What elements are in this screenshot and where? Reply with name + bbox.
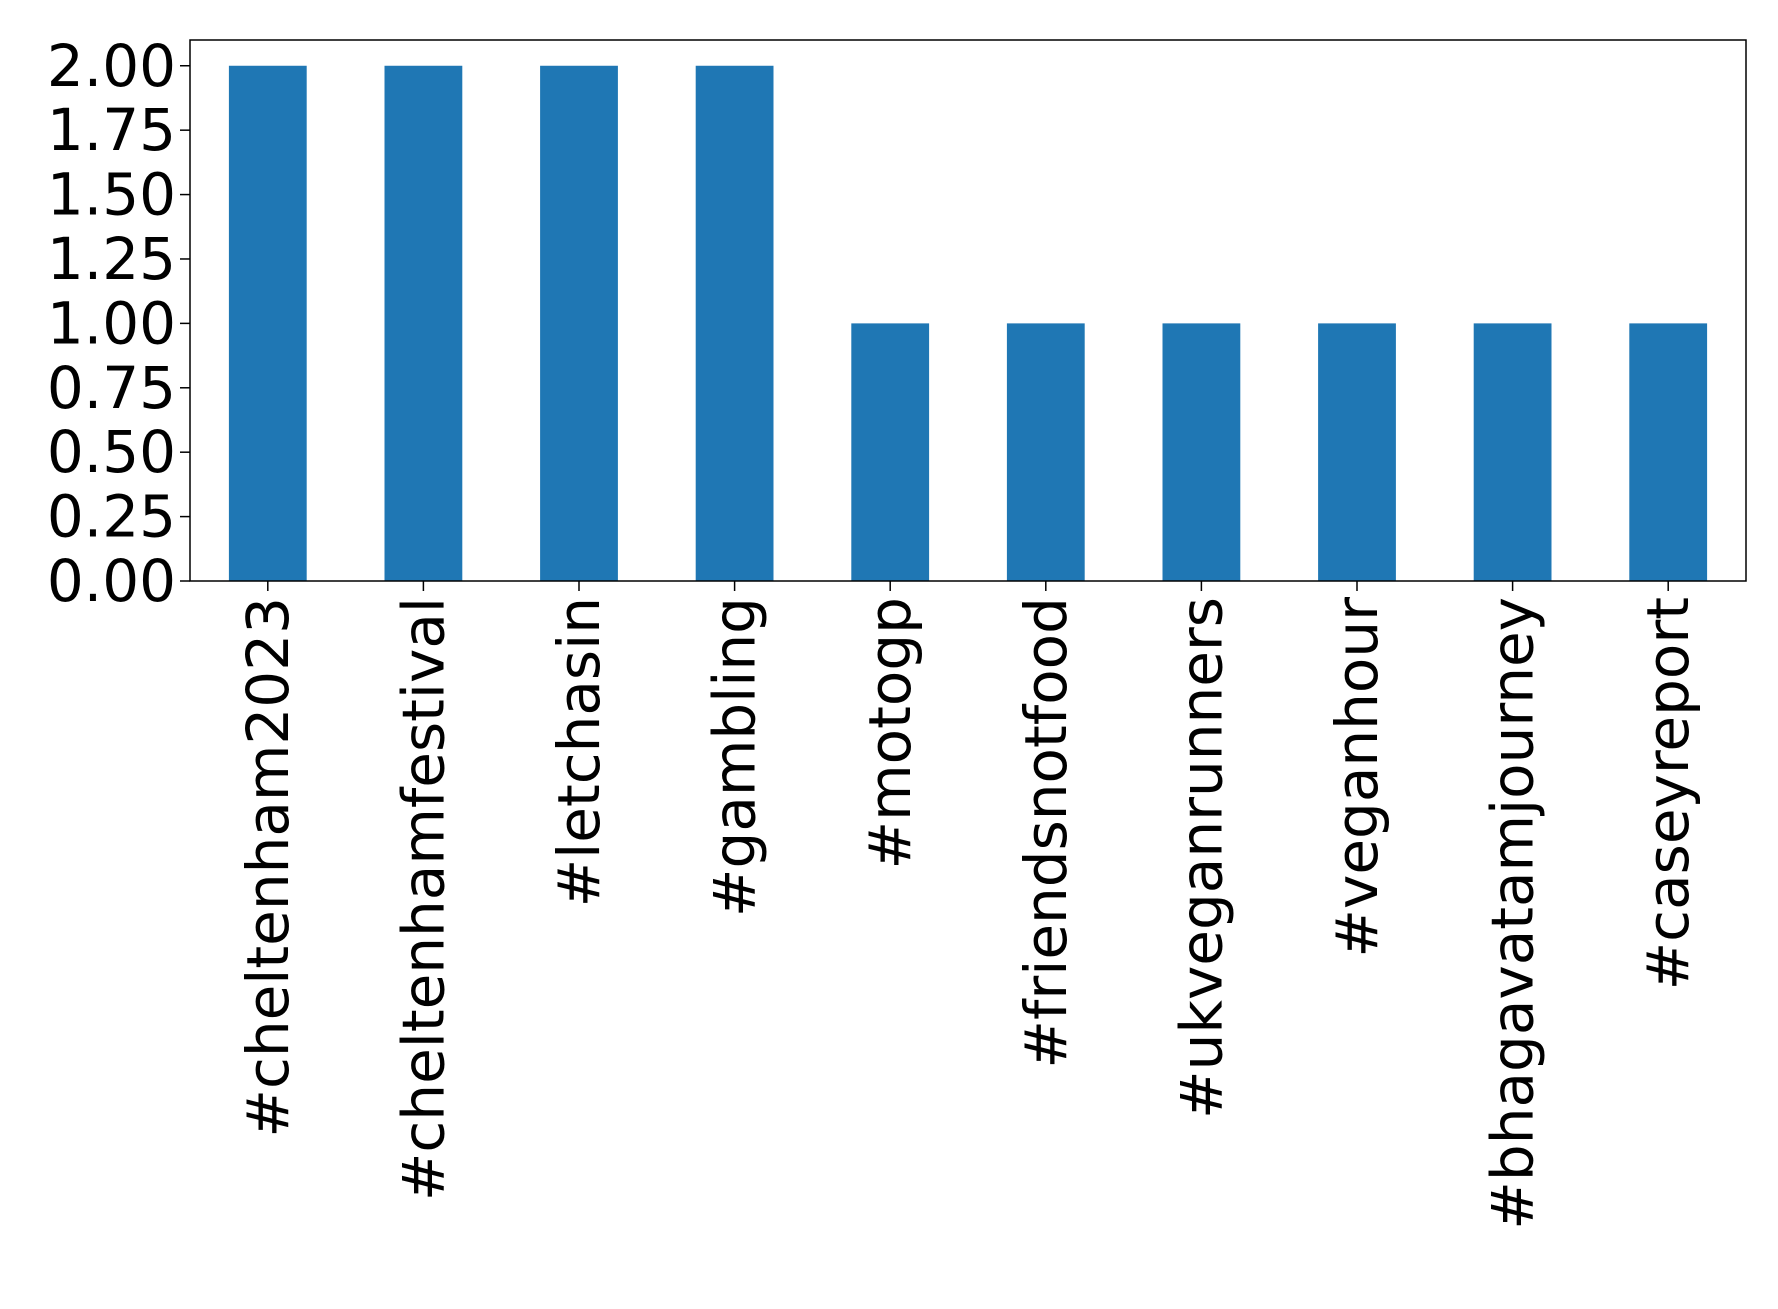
bar-letchasin: [540, 65, 618, 581]
x-axis: #cheltenham2023 #cheltenhamfestival #letch…: [234, 581, 1702, 1230]
y-tick-label: 1.50: [47, 161, 176, 229]
y-axis: 0.000.250.500.751.001.251.501.752.00: [47, 32, 190, 615]
bar-cheltenhamfestival: [384, 65, 463, 581]
x-tick-label: #motogp: [856, 597, 924, 869]
plot-frame: [189, 39, 1747, 582]
x-tick-label: #bhagavatamjourney: [1479, 597, 1547, 1230]
x-tick-label: #ukveganrunners: [1167, 597, 1235, 1119]
bar-friendsnotfood: [1006, 323, 1085, 581]
y-tick-label: 1.00: [47, 289, 176, 357]
bar-veganhour: [1318, 323, 1396, 581]
y-tick-label: 1.75: [47, 96, 176, 164]
x-tick-label: #caseyreport: [1634, 597, 1702, 990]
bar-ukveganrunners: [1162, 323, 1241, 581]
x-tick-label: #veganhour: [1323, 597, 1391, 958]
x-tick-label: #gambling: [701, 597, 769, 917]
y-tick-label: 0.50: [47, 418, 176, 486]
bar-bhagavatamjourney: [1473, 323, 1552, 581]
x-tick-label: #cheltenhamfestival: [389, 597, 457, 1201]
bar-cheltenham2023: [228, 65, 307, 581]
x-tick-label: #friendsnotfood: [1012, 597, 1080, 1069]
y-tick-label: 1.25: [47, 225, 176, 293]
bars-group: [228, 65, 1708, 581]
y-tick-label: 0.75: [47, 354, 176, 422]
x-tick-label: #cheltenham2023: [234, 597, 302, 1138]
x-tick-label: #letchasin: [545, 597, 613, 907]
y-tick-label: 0.00: [47, 547, 176, 615]
y-tick-label: 0.25: [47, 483, 176, 551]
bar-caseyreport: [1629, 323, 1708, 581]
bar-motogp: [851, 323, 930, 581]
bar-gambling: [695, 65, 774, 581]
y-tick-label: 2.00: [47, 32, 176, 100]
